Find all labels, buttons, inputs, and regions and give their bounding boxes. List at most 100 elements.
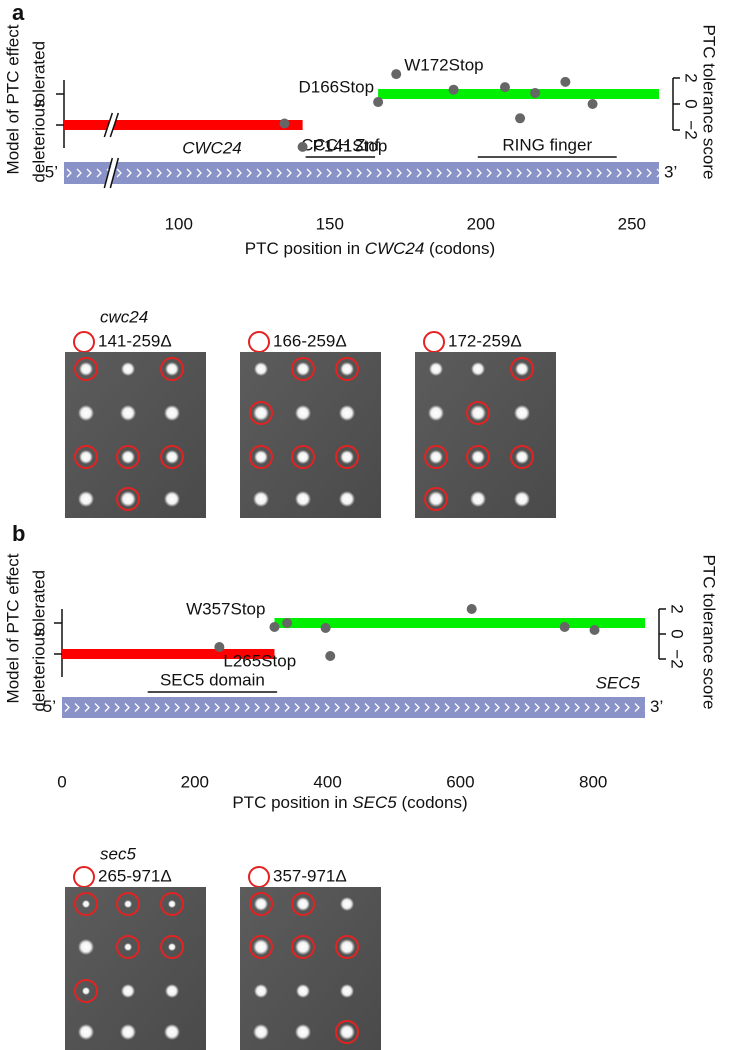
- colony-marker: [335, 1020, 359, 1044]
- colony-marker: [74, 357, 98, 381]
- colony-marker: [116, 487, 140, 511]
- colony: [124, 900, 132, 908]
- colony: [339, 405, 355, 421]
- point-label: W357Stop: [186, 599, 265, 618]
- x-label-gene: SEC5: [352, 793, 397, 812]
- colony: [429, 450, 443, 464]
- y2-axis-label: PTC tolerance score: [700, 555, 719, 710]
- colony: [253, 1024, 269, 1040]
- colony-marker: [335, 445, 359, 469]
- x-label-text: PTC position in: [245, 239, 365, 258]
- plate-image: [240, 352, 381, 518]
- x-label-text: (codons): [397, 793, 468, 812]
- colony: [78, 491, 94, 507]
- strain-marker: [73, 866, 95, 888]
- colony-marker: [335, 357, 359, 381]
- x-tick-label: 150: [316, 214, 344, 233]
- colony: [514, 405, 530, 421]
- colony: [471, 450, 485, 464]
- point: [448, 84, 459, 95]
- colony: [164, 1024, 180, 1040]
- x-label-text: PTC position in: [232, 793, 352, 812]
- colony-marker: [116, 935, 140, 959]
- x-axis-label: PTC position in CWC24 (codons): [245, 239, 495, 258]
- colony: [470, 491, 486, 507]
- colony-marker: [424, 487, 448, 511]
- strain-label: 141-259Δ: [98, 331, 172, 350]
- x-axis-label: PTC position in SEC5 (codons): [232, 793, 467, 812]
- three-prime: 3’: [650, 697, 663, 716]
- colony: [78, 939, 94, 955]
- x-tick-label: 200: [467, 214, 495, 233]
- axis-break-line: [103, 112, 114, 138]
- colony-marker: [74, 445, 98, 469]
- axis-break: [104, 158, 119, 188]
- colony: [515, 450, 529, 464]
- colony-marker: [160, 357, 184, 381]
- colony: [340, 897, 354, 911]
- colony-marker: [249, 892, 273, 916]
- colony-marker: [291, 445, 315, 469]
- y-category-label: deleterious: [29, 628, 48, 711]
- y2-tick-label: 2: [682, 73, 701, 82]
- colony-marker: [466, 401, 490, 425]
- y-category-label: tolerated: [29, 41, 48, 107]
- x-tick-label: 400: [313, 772, 341, 791]
- colony: [429, 362, 443, 376]
- colony-marker: [74, 979, 98, 1003]
- colony: [120, 405, 136, 421]
- colony-marker: [249, 445, 273, 469]
- point-label: P141Stop: [313, 136, 388, 155]
- point: [320, 623, 331, 633]
- colony: [296, 897, 310, 911]
- colony: [79, 450, 93, 464]
- gene-name: CWC24: [182, 138, 242, 157]
- colony: [121, 362, 135, 376]
- y-category-label: deleterious: [29, 99, 48, 182]
- model-segment: [274, 618, 645, 628]
- colony: [296, 362, 310, 376]
- colony-marker: [249, 401, 273, 425]
- x-tick-label: 250: [618, 214, 646, 233]
- colony: [254, 450, 268, 464]
- colony: [295, 939, 311, 955]
- colony: [339, 1024, 355, 1040]
- colony: [295, 1024, 311, 1040]
- colony-marker: [335, 935, 359, 959]
- colony: [78, 405, 94, 421]
- colony: [79, 362, 93, 376]
- y-axis-label: Model of PTC effect: [3, 553, 22, 703]
- colony: [168, 943, 176, 951]
- colony: [121, 450, 135, 464]
- point: [530, 87, 541, 98]
- x-tick-label: 800: [579, 772, 607, 791]
- y2-tick-label: 2: [668, 604, 687, 613]
- colony: [514, 491, 530, 507]
- colony: [82, 987, 90, 995]
- x-tick-label: 100: [165, 214, 193, 233]
- gene-bar: [62, 697, 645, 718]
- plate-gene-label: cwc24: [100, 307, 148, 326]
- strain-label: 172-259Δ: [448, 331, 522, 350]
- colony: [164, 405, 180, 421]
- axis-break: [104, 113, 119, 137]
- point-label: W172Stop: [404, 56, 483, 75]
- colony: [78, 1024, 94, 1040]
- point: [373, 97, 384, 108]
- model-segment: [378, 89, 659, 99]
- y2-tick-label: 0: [668, 629, 687, 638]
- y-axis-label: Model of PTC effect: [3, 24, 22, 174]
- strain-label: 357-971Δ: [273, 866, 347, 885]
- colony: [120, 1024, 136, 1040]
- colony: [428, 405, 444, 421]
- colony: [124, 943, 132, 951]
- x-label-text: (codons): [424, 239, 495, 258]
- colony: [515, 362, 529, 376]
- strain-marker: [423, 331, 445, 353]
- colony: [471, 362, 485, 376]
- y2-tick-label: −2: [668, 649, 687, 668]
- model-segment: [64, 120, 303, 130]
- domain-label: SEC5 domain: [160, 670, 265, 689]
